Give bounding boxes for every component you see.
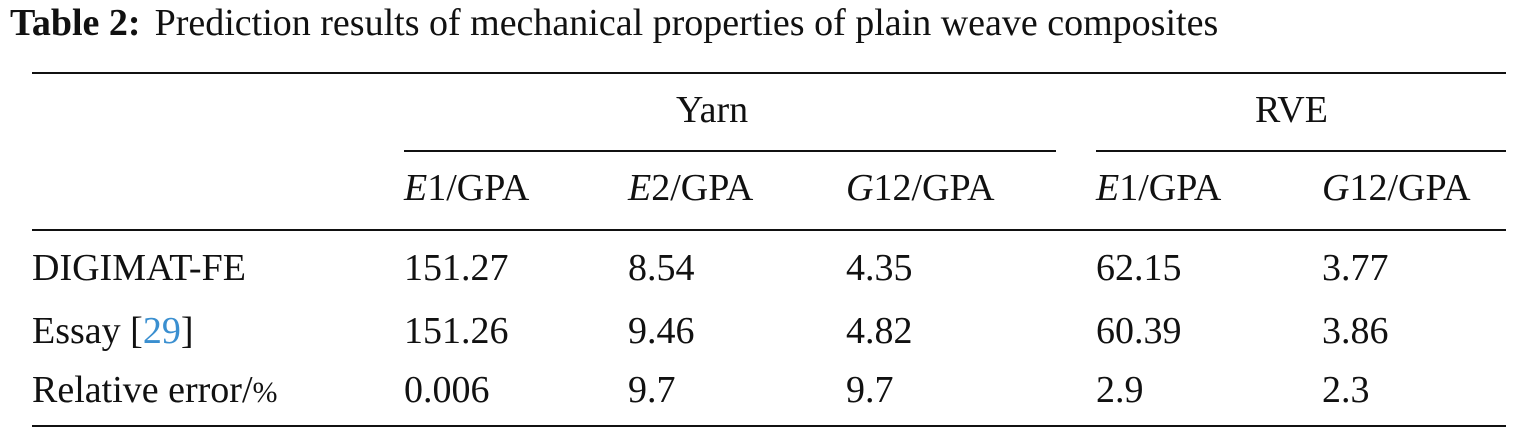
- column-header-rve-g12: G12/GPA: [1322, 167, 1471, 209]
- percent-unit: %: [252, 376, 278, 409]
- table-cell: 4.82: [846, 310, 913, 352]
- row-label-digimat: DIGIMAT-FE: [32, 247, 246, 289]
- bottom-rule: [32, 425, 1506, 427]
- table-cell: 62.15: [1096, 247, 1182, 289]
- table-cell: 151.27: [404, 247, 509, 289]
- table-cell: 4.35: [846, 247, 913, 289]
- table-number: Table 2:: [10, 2, 141, 44]
- row-label-essay: Essay [29]: [32, 310, 194, 352]
- caption-text: Prediction results of mechanical propert…: [154, 2, 1219, 44]
- column-header-yarn-e1: E1/GPA: [404, 167, 530, 209]
- table-cell: 0.006: [404, 369, 490, 411]
- table-caption: Table 2: Prediction results of mechanical…: [10, 0, 1525, 46]
- table-cell: 9.7: [628, 369, 676, 411]
- yarn-group-rule: [404, 150, 1056, 152]
- table-cell: 9.46: [628, 310, 695, 352]
- header-rule: [32, 229, 1506, 231]
- column-header-yarn-e2: E2/GPA: [628, 167, 754, 209]
- group-header-rve: RVE: [1255, 89, 1328, 131]
- table-cell: 8.54: [628, 247, 695, 289]
- group-header-yarn: Yarn: [676, 89, 749, 131]
- column-header-yarn-g12: G12/GPA: [846, 167, 995, 209]
- rve-group-rule: [1096, 150, 1506, 152]
- top-rule: [32, 72, 1506, 74]
- table-cell: 3.86: [1322, 310, 1389, 352]
- table-cell: 60.39: [1096, 310, 1182, 352]
- citation-link[interactable]: 29: [142, 310, 181, 352]
- table-cell: 151.26: [404, 310, 509, 352]
- table-cell: 2.9: [1096, 369, 1144, 411]
- table-cell: 3.77: [1322, 247, 1389, 289]
- table-cell: 9.7: [846, 369, 894, 411]
- row-label-relative-error: Relative error/%: [32, 369, 278, 411]
- column-header-rve-e1: E1/GPA: [1096, 167, 1222, 209]
- table-cell: 2.3: [1322, 369, 1370, 411]
